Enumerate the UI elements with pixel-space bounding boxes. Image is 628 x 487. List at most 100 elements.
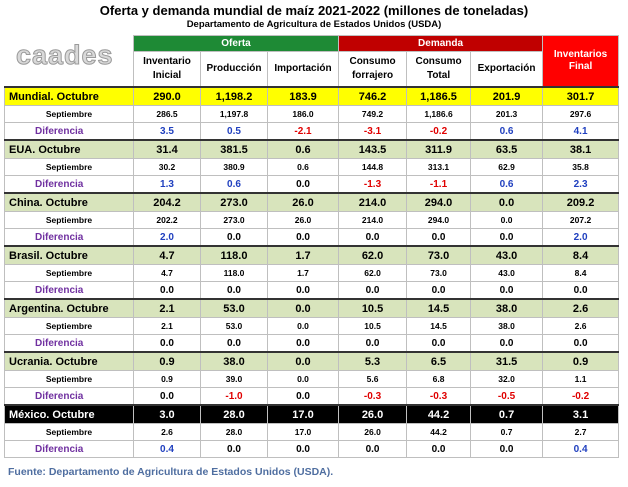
table-row: Septiembre 2.6 28.0 17.0 26.0 44.2 0.7 2.7 xyxy=(4,423,620,441)
cell: 17.0 xyxy=(266,404,340,424)
cell: 62.0 xyxy=(338,264,408,282)
cell: 294.0 xyxy=(406,192,472,212)
cell: 1.7 xyxy=(266,245,340,265)
cell: 0.9 xyxy=(133,370,201,388)
row-label: Diferencia xyxy=(4,122,134,141)
cell: 0.0 xyxy=(266,440,340,458)
cell: 381.5 xyxy=(200,139,268,159)
table-row: Septiembre 0.9 39.0 0.0 5.6 6.8 32.0 1.1 xyxy=(4,370,620,388)
cell: 43.0 xyxy=(470,264,544,282)
cell: -0.3 xyxy=(406,387,472,406)
cell: 301.7 xyxy=(542,86,620,106)
cell: 0.0 xyxy=(266,334,340,353)
cell: 63.5 xyxy=(470,139,544,159)
cell: 38.0 xyxy=(470,317,544,335)
logo: caades xyxy=(16,40,114,71)
row-label: Argentina. Octubre xyxy=(4,298,134,318)
cell: 201.3 xyxy=(470,105,544,123)
cell: 0.0 xyxy=(470,334,544,353)
cell: 1.7 xyxy=(266,264,340,282)
row-label: Diferencia xyxy=(4,334,134,353)
cell: 0.6 xyxy=(266,158,340,176)
cell: 62.9 xyxy=(470,158,544,176)
cell: 0.0 xyxy=(470,281,544,300)
cell: 273.0 xyxy=(200,211,268,229)
cell: 0.0 xyxy=(200,440,268,458)
cell: 10.5 xyxy=(338,317,408,335)
row-label: EUA. Octubre xyxy=(4,139,134,159)
cell: 8.4 xyxy=(542,264,620,282)
cell: 0.0 xyxy=(133,334,201,353)
cell: 0.0 xyxy=(406,440,472,458)
cell: 26.0 xyxy=(266,192,340,212)
cell: 26.0 xyxy=(266,211,340,229)
cell: 38.1 xyxy=(542,139,620,159)
cell: 1,197.8 xyxy=(200,105,268,123)
column-header: Consumo Total xyxy=(406,51,472,88)
row-label: Septiembre xyxy=(4,370,134,388)
cell: 0.0 xyxy=(266,370,340,388)
cell: 4.1 xyxy=(542,122,620,141)
row-label: Brasil. Octubre xyxy=(4,245,134,265)
cell: 1,186.6 xyxy=(406,105,472,123)
table-row: México. Octubre 3.0 28.0 17.0 26.0 44.2 0.7 3.1 xyxy=(4,404,620,424)
table-row: Diferencia 0.4 0.0 0.0 0.0 0.0 0.0 0.4 xyxy=(4,440,620,458)
cell: 290.0 xyxy=(133,86,201,106)
cell: 32.0 xyxy=(470,370,544,388)
row-label: Diferencia xyxy=(4,387,134,406)
cell: 39.0 xyxy=(200,370,268,388)
cell: 313.1 xyxy=(406,158,472,176)
cell: 62.0 xyxy=(338,245,408,265)
cell: 118.0 xyxy=(200,245,268,265)
cell: 38.0 xyxy=(470,298,544,318)
group-header: Inventarios Final xyxy=(542,35,620,88)
cell: 297.6 xyxy=(542,105,620,123)
cell: 380.9 xyxy=(200,158,268,176)
row-label: Septiembre xyxy=(4,158,134,176)
cell: 286.5 xyxy=(133,105,201,123)
cell: 38.0 xyxy=(200,351,268,371)
cell: 2.7 xyxy=(542,423,620,441)
cell: 0.0 xyxy=(470,228,544,247)
cell: 2.1 xyxy=(133,317,201,335)
cell: 0.0 xyxy=(470,192,544,212)
row-label: Septiembre xyxy=(4,105,134,123)
table-row: Septiembre 202.2 273.0 26.0 214.0 294.0 0.0 207… xyxy=(4,211,620,229)
cell: 0.4 xyxy=(542,440,620,458)
cell: 0.0 xyxy=(542,334,620,353)
cell: 3.0 xyxy=(133,404,201,424)
cell: 5.3 xyxy=(338,351,408,371)
cell: 2.3 xyxy=(542,175,620,194)
cell: 3.1 xyxy=(542,404,620,424)
row-label: Diferencia xyxy=(4,175,134,194)
row-label: Septiembre xyxy=(4,264,134,282)
group-header: Oferta xyxy=(132,35,340,52)
cell: 0.0 xyxy=(200,228,268,247)
cell: 0.0 xyxy=(133,387,201,406)
cell: 53.0 xyxy=(200,298,268,318)
cell: 2.0 xyxy=(133,228,201,247)
title: Oferta y demanda mundial de maíz 2021-20… xyxy=(99,3,529,18)
cell: 0.6 xyxy=(470,175,544,194)
table-row: Mundial. Octubre 290.0 1,198.2 183.9 746.2 1,… xyxy=(4,86,620,106)
group-header: Demanda xyxy=(338,35,544,52)
row-label: Mundial. Octubre xyxy=(4,86,134,106)
cell: 118.0 xyxy=(200,264,268,282)
cell: 209.2 xyxy=(542,192,620,212)
cell: 5.6 xyxy=(338,370,408,388)
table-row: Diferencia 0.0 0.0 0.0 0.0 0.0 0.0 0.0 xyxy=(4,281,620,300)
row-label: Septiembre xyxy=(4,423,134,441)
cell: 0.0 xyxy=(338,228,408,247)
supply-demand-table: Oferta Demanda Inventarios Final Inventario… xyxy=(4,35,620,458)
cell: 14.5 xyxy=(406,317,472,335)
table-row: Brasil. Octubre 4.7 118.0 1.7 62.0 73.0 43.0 8.… xyxy=(4,245,620,265)
row-label: México. Octubre xyxy=(4,404,134,424)
cell: 31.5 xyxy=(470,351,544,371)
cell: 6.5 xyxy=(406,351,472,371)
cell: 73.0 xyxy=(406,245,472,265)
cell: -0.2 xyxy=(406,122,472,141)
cell: 0.0 xyxy=(266,387,340,406)
cell: 0.0 xyxy=(338,334,408,353)
cell: 26.0 xyxy=(338,404,408,424)
